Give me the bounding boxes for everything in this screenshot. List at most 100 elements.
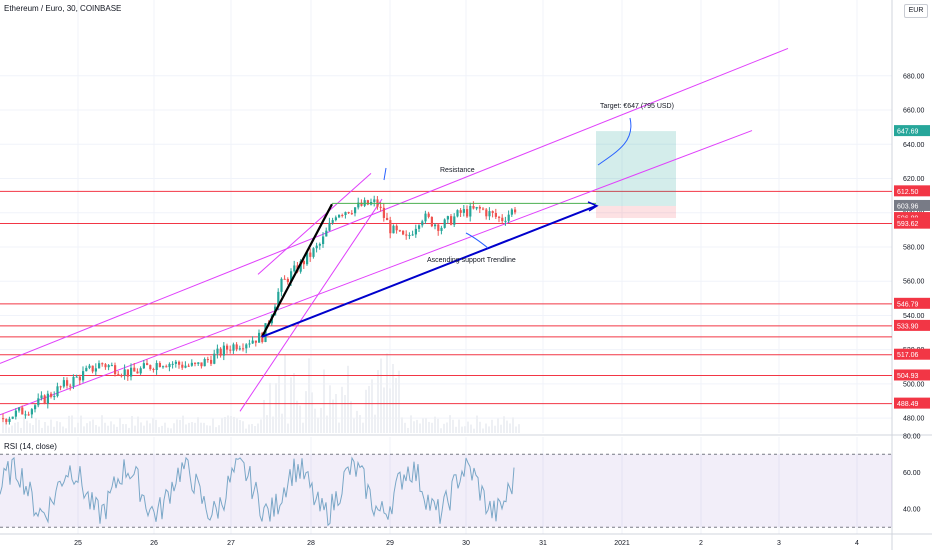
price-label-text: 488.49 [897, 401, 919, 408]
candle-body [392, 225, 395, 234]
volume-bar [251, 423, 253, 433]
volume-bar [269, 382, 271, 433]
volume-bar [440, 428, 442, 433]
volume-bar [488, 426, 490, 433]
volume-bar [236, 418, 238, 433]
rsi-tick-label: 80.00 [903, 434, 921, 441]
volume-bar [104, 422, 106, 433]
volume-bar [125, 424, 127, 433]
volume-bar [491, 419, 493, 433]
volume-bar [473, 428, 475, 433]
candle-body [203, 359, 206, 367]
volume-bar [8, 427, 10, 433]
price-label-text: 517.06 [897, 352, 919, 359]
volume-bar [266, 415, 268, 433]
volume-bar [428, 421, 430, 433]
candle-body [440, 227, 443, 231]
volume-bar [275, 383, 277, 433]
volume-bar [38, 419, 40, 433]
volume-bar [230, 416, 232, 433]
candle-body [82, 371, 85, 381]
candle-body [62, 380, 65, 387]
candle-body [229, 349, 232, 351]
volume-bar [26, 420, 28, 433]
price-label-bg [894, 369, 930, 381]
volume-bar [254, 425, 256, 433]
volume-bar [56, 421, 58, 433]
volume-bar [137, 416, 139, 433]
volume-bar [74, 427, 76, 433]
volume-bar [416, 419, 418, 433]
candle-body [248, 343, 251, 345]
candle-body [14, 410, 17, 417]
x-tick-label: 30 [462, 540, 470, 547]
candle-body [133, 367, 136, 372]
candle-body [382, 207, 385, 218]
volume-bar [11, 425, 13, 433]
volume-bar [455, 426, 457, 433]
candle-body [187, 365, 190, 367]
candle-body [56, 386, 59, 397]
volume-bar [146, 420, 148, 433]
candle-body [504, 220, 507, 222]
candle-body [53, 396, 56, 398]
volume-bar [122, 424, 124, 433]
volume-bar [200, 422, 202, 433]
volume-bar [227, 415, 229, 433]
candle-body [469, 206, 472, 217]
price-label-text: 612.50 [897, 189, 919, 196]
volume-bar [326, 415, 328, 433]
candle-body [491, 211, 494, 213]
volume-bar [329, 385, 331, 433]
candle-body [507, 214, 510, 221]
candle-body [290, 271, 293, 283]
candle-body [142, 363, 145, 369]
y-tick-label: 640.00 [903, 142, 925, 149]
volume-bar [317, 417, 319, 433]
x-tick-label: 29 [386, 540, 394, 547]
candle-body [482, 208, 485, 210]
volume-bar [182, 415, 184, 433]
volume-bar [302, 422, 304, 433]
candle-body [91, 365, 94, 372]
candle-body [466, 209, 469, 217]
candle-body [344, 212, 347, 216]
volume-bar [458, 419, 460, 433]
candle-body [206, 359, 209, 361]
candle-body [277, 291, 280, 307]
volume-bar [344, 395, 346, 433]
price-label-text: 504.93 [897, 373, 919, 380]
candle-body [2, 418, 5, 420]
candle-body [293, 265, 296, 272]
resistance-arrow [383, 167, 387, 181]
volume-bar [92, 419, 94, 433]
volume-bar [482, 428, 484, 433]
candle-body [168, 363, 171, 368]
volume-bar [203, 422, 205, 433]
volume-bar [365, 389, 367, 433]
price-label-bg [894, 185, 930, 197]
candle-body [178, 361, 181, 365]
candle-body [341, 215, 344, 217]
stop-zone [596, 205, 676, 219]
candle-body [264, 323, 267, 343]
trendline-annotation: Ascending support Trendline [427, 257, 516, 264]
candle-body [184, 365, 187, 368]
candle-body [254, 340, 257, 343]
candle-body [347, 212, 350, 214]
candle-body [366, 200, 369, 205]
candle-body [450, 216, 453, 225]
rsi-title: RSI (14, close) [4, 442, 57, 451]
price-label-text: 546.79 [897, 301, 919, 308]
candle-body [286, 278, 289, 283]
currency-button[interactable]: EUR [904, 4, 928, 18]
volume-bar [215, 427, 217, 433]
wedge-upper [257, 172, 372, 275]
candle-body [18, 407, 21, 411]
volume-bar [299, 405, 301, 433]
candle-body [242, 348, 245, 350]
candle-body [424, 213, 427, 222]
volume-bar [83, 426, 85, 433]
volume-bar [2, 422, 4, 433]
